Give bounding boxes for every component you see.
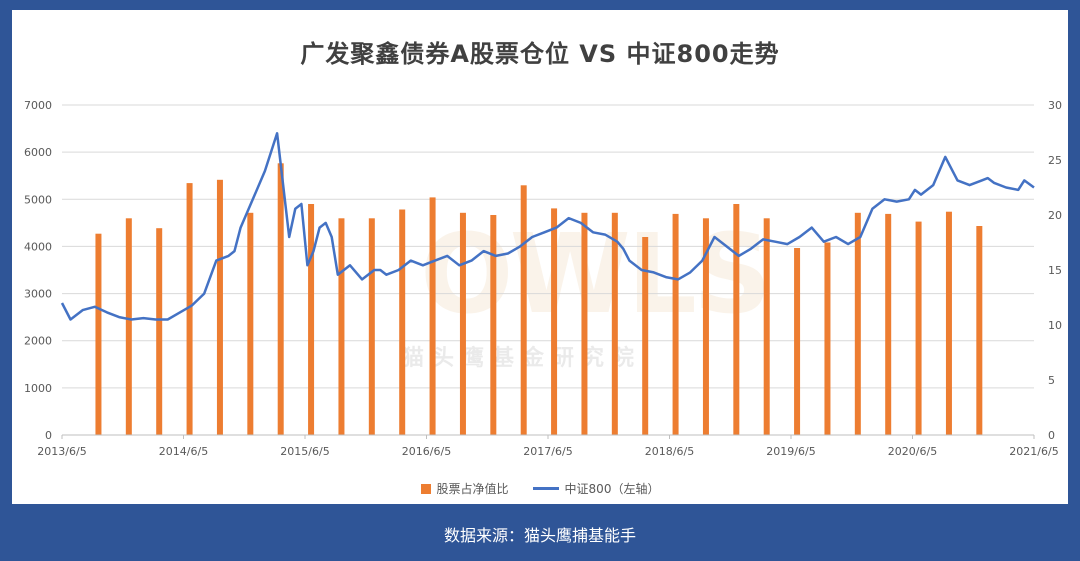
legend-swatch-bars — [420, 483, 431, 494]
legend-swatch-line — [532, 487, 559, 490]
x-tick-label: 2014/6/5 — [159, 445, 208, 458]
right-tick-label: 25 — [1048, 154, 1062, 167]
stock-ratio-bar — [763, 218, 770, 435]
left-tick-label: 0 — [45, 429, 52, 442]
stock-ratio-bar — [976, 226, 983, 435]
stock-ratio-bar — [95, 233, 102, 435]
stock-ratio-bar — [490, 215, 497, 435]
stock-ratio-bar — [520, 185, 527, 435]
stock-ratio-bar — [459, 212, 466, 435]
stock-ratio-bar — [915, 221, 922, 435]
x-tick-label: 2017/6/5 — [523, 445, 572, 458]
stock-ratio-bar — [885, 213, 892, 435]
stock-ratio-bar — [277, 163, 284, 436]
stock-ratio-bar — [308, 204, 315, 435]
right-tick-label: 20 — [1048, 209, 1062, 222]
legend-label-bars: 股票占净值比 — [436, 482, 509, 496]
legend-item-bars: 股票占净值比 — [420, 480, 509, 497]
left-tick-label: 6000 — [24, 146, 52, 159]
left-tick-label: 5000 — [24, 193, 52, 206]
right-tick-label: 0 — [1048, 429, 1055, 442]
chart-panel: 广发聚鑫债券A股票仓位 VS 中证800走势 OWLS 猫头鹰基金研究院 0 10… — [12, 10, 1068, 504]
stock-ratio-bar — [794, 248, 801, 435]
stock-ratio-bar — [854, 212, 861, 435]
watermark-logo: OWLS — [420, 210, 772, 338]
csi800-line — [60, 132, 1035, 321]
x-tick-label: 2018/6/5 — [645, 445, 694, 458]
stock-ratio-bar — [581, 212, 588, 435]
left-tick-label: 3000 — [24, 288, 52, 301]
stock-ratio-bar — [125, 218, 132, 435]
x-tick-label: 2020/6/5 — [888, 445, 937, 458]
right-tick-label: 5 — [1048, 374, 1055, 387]
stock-ratio-bar — [702, 218, 709, 435]
left-tick-label: 2000 — [24, 335, 52, 348]
stock-ratio-bar — [733, 204, 740, 435]
stock-ratio-bar — [368, 218, 375, 435]
stock-ratio-bar — [186, 183, 193, 435]
x-tick-label: 2021/6/5 — [1009, 445, 1058, 458]
right-tick-label: 30 — [1048, 99, 1062, 112]
stock-ratio-bar — [611, 212, 618, 435]
combo-chart: 0 1000 2000 3000 4000 5000 6000 7000 0 5 10 15 20 25 3… — [24, 99, 1062, 458]
legend-item-line: 中证800（左轴） — [532, 480, 660, 497]
stock-ratio-bar — [429, 197, 436, 435]
stock-ratio-bar — [399, 209, 406, 435]
stock-ratio-bar — [945, 211, 952, 435]
watermark-text: 猫头鹰基金研究院 — [402, 340, 642, 372]
x-tick-label: 2019/6/5 — [766, 445, 815, 458]
left-tick-label: 1000 — [24, 382, 52, 395]
chart-title: 广发聚鑫债券A股票仓位 VS 中证800走势 — [300, 40, 780, 68]
stock-ratio-bar — [216, 179, 223, 435]
right-tick-label: 10 — [1048, 319, 1062, 332]
stock-ratio-bar — [672, 213, 679, 435]
x-tick-label: 2016/6/5 — [402, 445, 451, 458]
legend-label-line: 中证800（左轴） — [564, 482, 660, 496]
stock-ratio-bar — [247, 212, 254, 435]
legend: 股票占净值比 中证800（左轴） — [12, 480, 1068, 497]
stock-ratio-bar — [338, 218, 345, 435]
stock-ratio-bar — [156, 228, 163, 435]
stock-ratio-bar — [824, 242, 831, 435]
left-tick-label: 7000 — [24, 99, 52, 112]
x-tick-label: 2015/6/5 — [280, 445, 329, 458]
source-footer: 数据来源：猫头鹰捕基能手 — [443, 526, 636, 545]
right-tick-label: 15 — [1048, 264, 1062, 277]
left-tick-label: 4000 — [24, 240, 52, 253]
stock-ratio-bar — [642, 237, 649, 435]
stock-ratio-bar — [551, 208, 558, 435]
x-tick-label: 2013/6/5 — [37, 445, 86, 458]
